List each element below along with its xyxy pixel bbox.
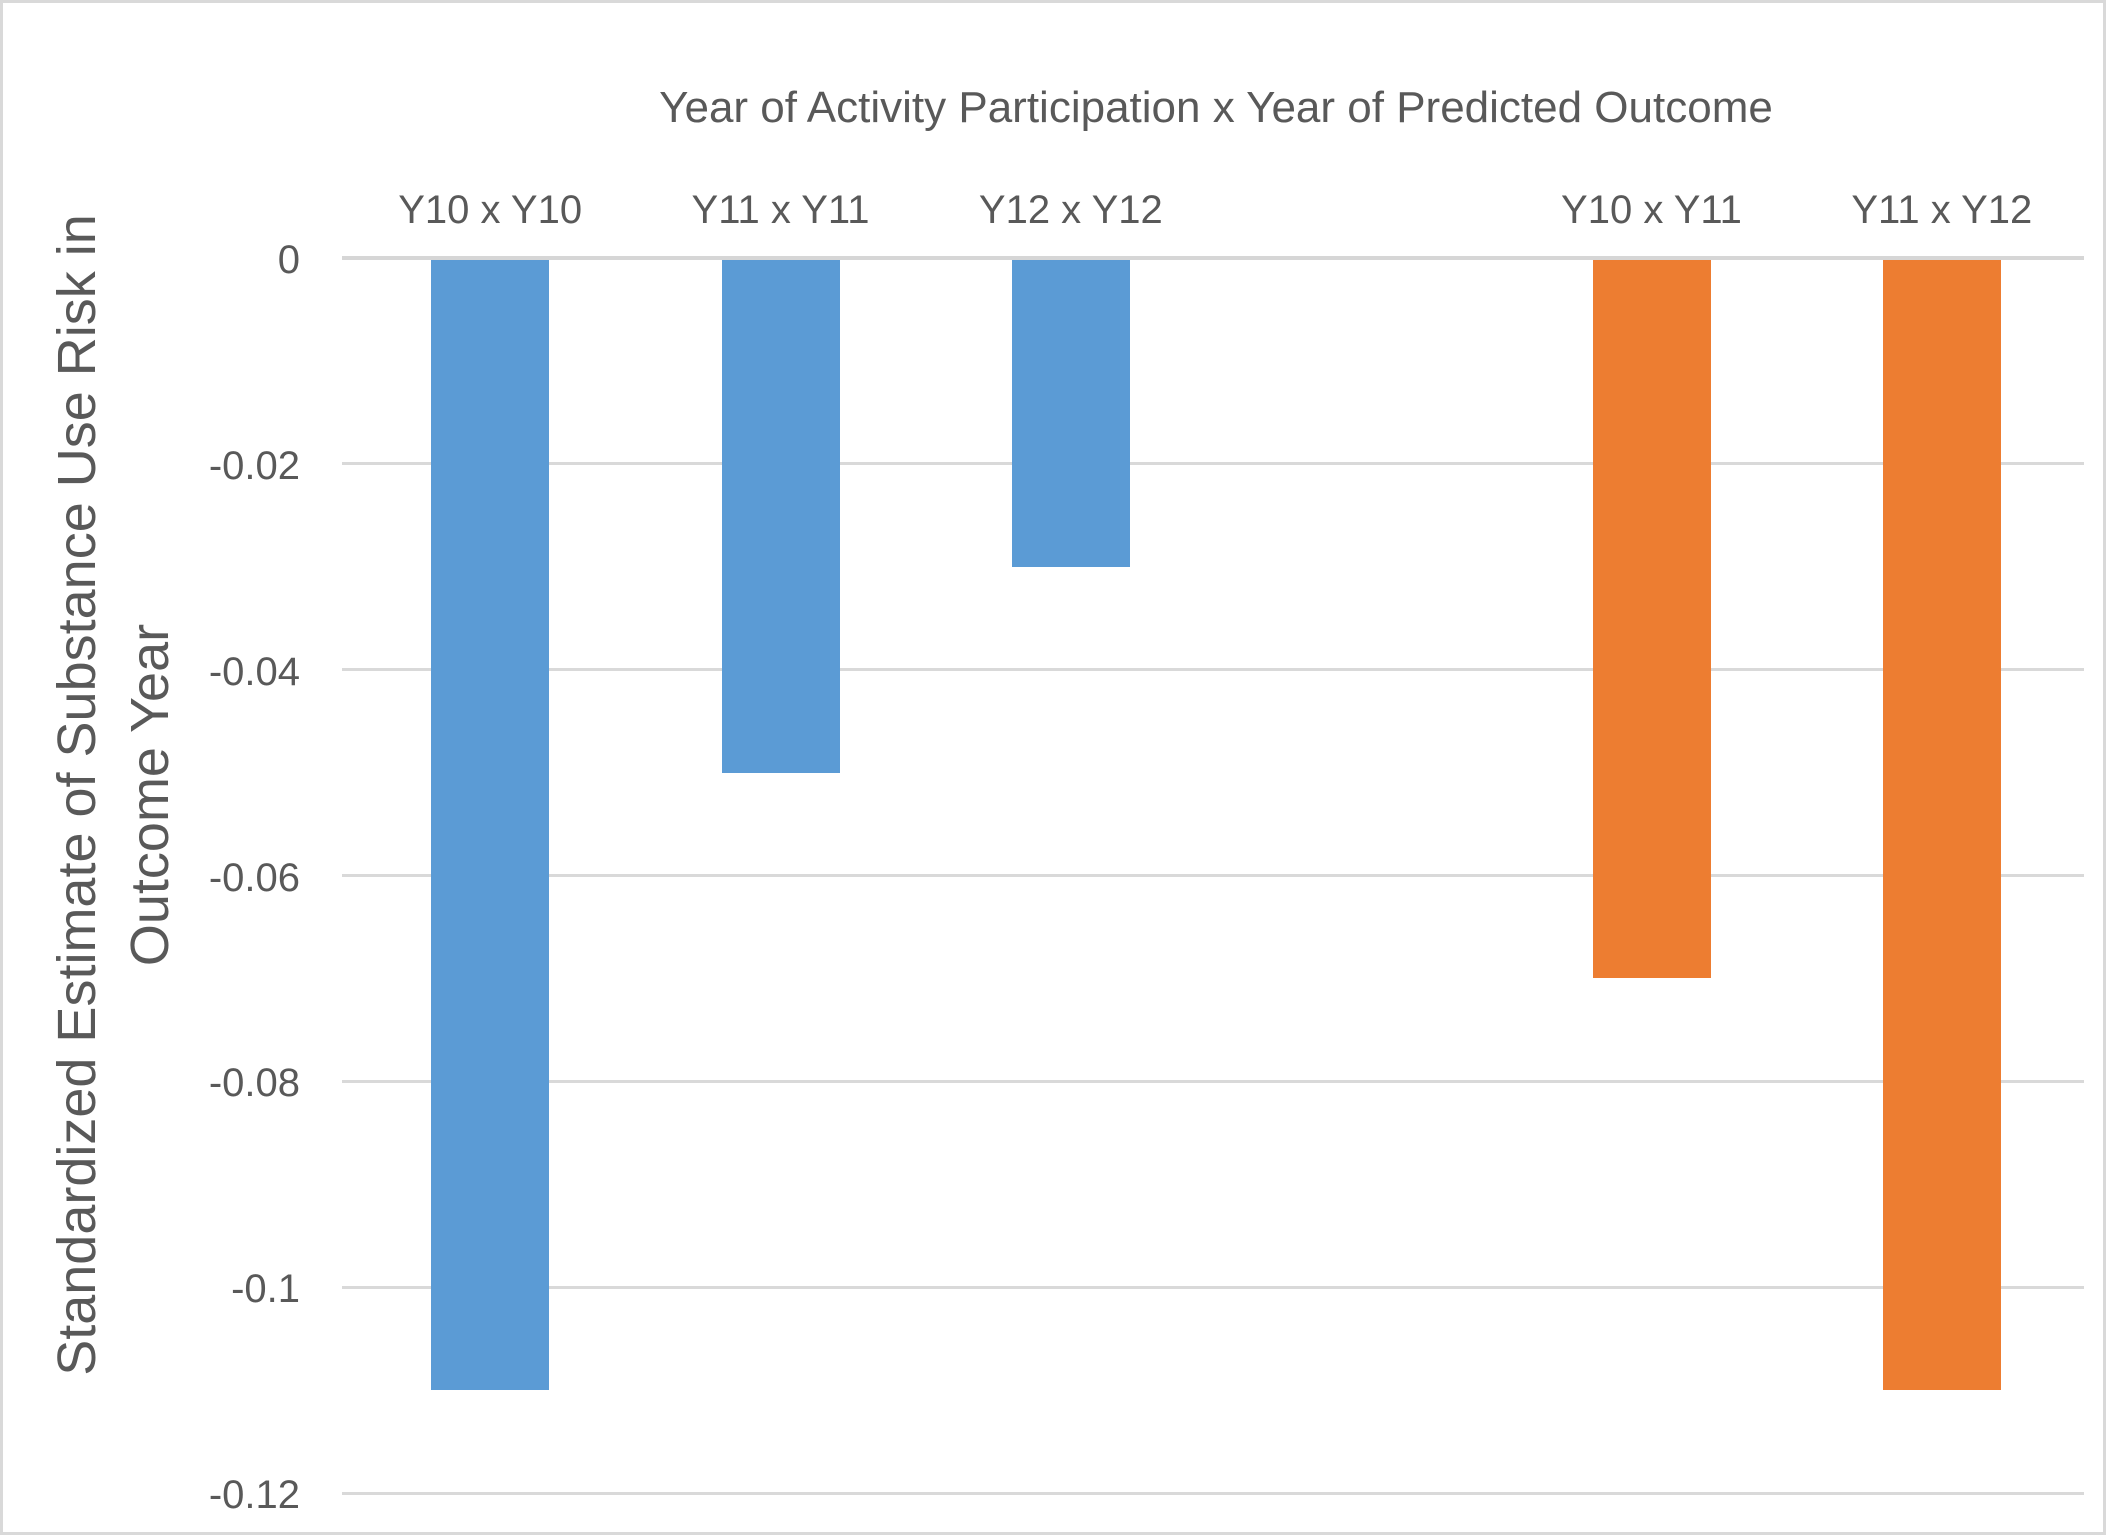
category-label-y11-x-y12: Y11 x Y12 [1851,188,2033,232]
category-label-y11-x-y11: Y11 x Y11 [691,188,870,232]
bar-y12-x-y12 [1011,260,1130,567]
gridline--0.04 [342,668,2084,672]
y-tick-label--0.02: -0.02 [208,443,300,488]
y-tick-label-0: 0 [277,238,300,282]
y-tick-label--0.08: -0.08 [208,1061,300,1106]
gridline--0.1 [342,1285,2084,1289]
bar-y11-x-y11 [721,260,840,773]
bar-y10-x-y10 [431,260,550,1391]
gridline--0.12 [342,1491,2084,1495]
y-tick-label--0.06: -0.06 [208,855,300,900]
y-tick-label--0.1: -0.1 [231,1267,300,1312]
x-axis-zero-line [342,256,2084,260]
y-tick-label--0.04: -0.04 [208,649,300,694]
category-label-y10-x-y10: Y10 x Y10 [398,188,583,232]
category-label-y12-x-y12: Y12 x Y12 [978,188,1163,232]
gridline--0.02 [342,462,2084,466]
chart-title: Year of Activity Participation x Year of… [659,83,1773,132]
gridline--0.08 [342,1079,2084,1083]
category-label-y10-x-y11: Y10 x Y11 [1561,188,1742,232]
bar-y11-x-y12 [1882,260,2001,1391]
plot-area: 0 -0.02 -0.04 -0.06 -0.08 -0.1 -0.12 Y10 x Y10 Y… [3,3,2103,1532]
gridline--0.06 [342,874,2084,877]
y-tick-label--0.12: -0.12 [208,1473,300,1517]
bar-y10-x-y11 [1592,260,1711,979]
